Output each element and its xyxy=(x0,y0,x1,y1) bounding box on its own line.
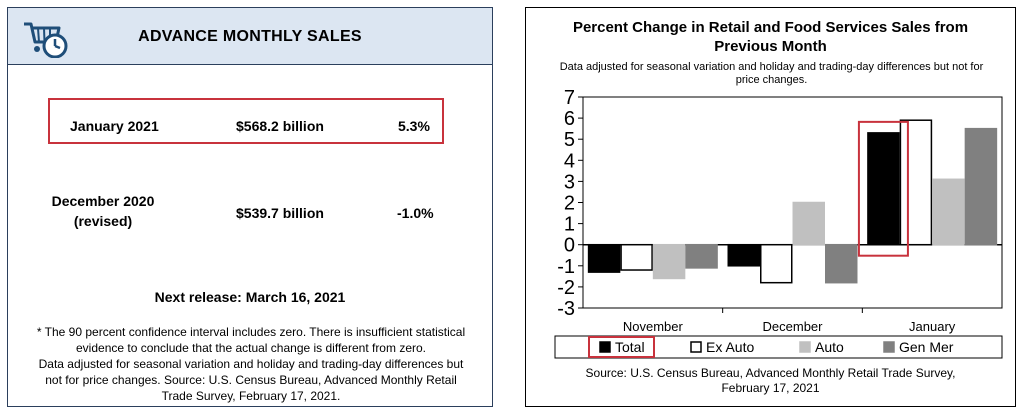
bar-auto-november xyxy=(652,243,686,280)
footnote-line: evidence to conclude that the actual cha… xyxy=(76,341,426,355)
legend-swatch-ex-auto xyxy=(690,341,702,353)
highlight-box xyxy=(857,120,909,257)
bar-gen-mer-november xyxy=(685,243,718,269)
row-change-december: -1.0% xyxy=(397,205,434,221)
y-tick-label: -2 xyxy=(557,277,575,299)
row-value-january: $568.2 billion xyxy=(236,118,324,134)
chart-source-line: Source: U.S. Census Bureau, Advanced Mon… xyxy=(585,366,956,380)
next-release: Next release: March 16, 2021 xyxy=(154,289,346,305)
row-period-january: January 2021 xyxy=(70,118,159,134)
row-period-december-line1: December 2020 xyxy=(51,193,155,209)
chart-title: Percent Change in Retail and Food Servic… xyxy=(526,18,1015,56)
chart-subtitle-line: price changes. xyxy=(735,74,808,86)
panel-header: ADVANCE MONTHLY SALES xyxy=(8,8,492,65)
legend-swatch-gen-mer xyxy=(883,341,895,353)
y-tick-label: 5 xyxy=(564,129,575,151)
legend-swatch-auto xyxy=(799,341,811,353)
panel-title: ADVANCE MONTHLY SALES xyxy=(138,28,362,45)
chart-title-line: Previous Month xyxy=(714,38,827,55)
legend-label-total: Total xyxy=(615,339,645,355)
chart-source-line: February 17, 2021 xyxy=(721,381,820,395)
footnote-line: * The 90 percent confidence interval inc… xyxy=(36,325,466,339)
chart-subtitle: Data adjusted for seasonal variation and… xyxy=(536,61,1007,87)
row-period-december-line2: (revised) xyxy=(73,213,133,229)
shopping-cart-clock-icon xyxy=(24,22,68,58)
x-tick-label: November xyxy=(623,319,684,334)
legend-label-gen-mer: Gen Mer xyxy=(899,339,954,355)
y-tick-label: 2 xyxy=(564,193,575,215)
y-tick-label: -3 xyxy=(557,298,575,320)
legend-label-auto: Auto xyxy=(815,339,844,355)
y-tick-label: 7 xyxy=(564,87,575,109)
bar-total-december xyxy=(727,243,760,267)
x-tick-label: January xyxy=(909,319,956,334)
y-tick-label: 4 xyxy=(564,150,575,172)
legend-box xyxy=(554,335,1003,359)
chart-source: Source: U.S. Census Bureau, Advanced Mon… xyxy=(526,366,1015,396)
bar-ex-auto-january xyxy=(899,119,933,246)
footnote: * The 90 percent confidence interval inc… xyxy=(18,324,484,404)
legend-label-ex-auto: Ex Auto xyxy=(706,339,754,355)
y-tick-label: 1 xyxy=(564,214,575,236)
footnote-line: Trade Survey, February 17, 2021. xyxy=(161,389,341,403)
sales-summary-panel: ADVANCE MONTHLY SALES January 2021 $568.… xyxy=(7,7,493,407)
bar-ex-auto-december xyxy=(760,243,793,284)
row-period-december: December 2020 (revised) xyxy=(48,193,158,229)
bar-total-january xyxy=(867,132,900,246)
row-value-december: $539.7 billion xyxy=(236,205,324,221)
highlight-box xyxy=(48,98,444,144)
bar-gen-mer-december xyxy=(825,243,858,284)
y-tick-label: -1 xyxy=(557,256,575,278)
chart-subtitle-line: Data adjusted for seasonal variation and… xyxy=(559,61,984,73)
legend-highlight-box xyxy=(588,336,655,358)
legend-swatch-total xyxy=(599,341,611,353)
bar-auto-january xyxy=(932,178,965,246)
bar-gen-mer-january xyxy=(964,127,998,246)
chart-title-line: Percent Change in Retail and Food Servic… xyxy=(572,19,969,36)
footnote-line: not for price changes. Source: U.S. Cens… xyxy=(45,373,457,387)
row-change-january: 5.3% xyxy=(398,118,430,134)
y-tick-label: 6 xyxy=(564,108,575,130)
bar-total-november xyxy=(587,243,621,273)
bar-ex-auto-november xyxy=(620,243,653,271)
footnote-line: Data adjusted for seasonal variation and… xyxy=(38,357,464,371)
y-tick-label: 3 xyxy=(564,171,575,193)
bar-auto-december xyxy=(792,201,825,246)
y-tick-label: 0 xyxy=(564,235,575,257)
x-tick-label: December xyxy=(763,319,824,334)
chart-panel: Percent Change in Retail and Food Servic… xyxy=(525,7,1016,407)
